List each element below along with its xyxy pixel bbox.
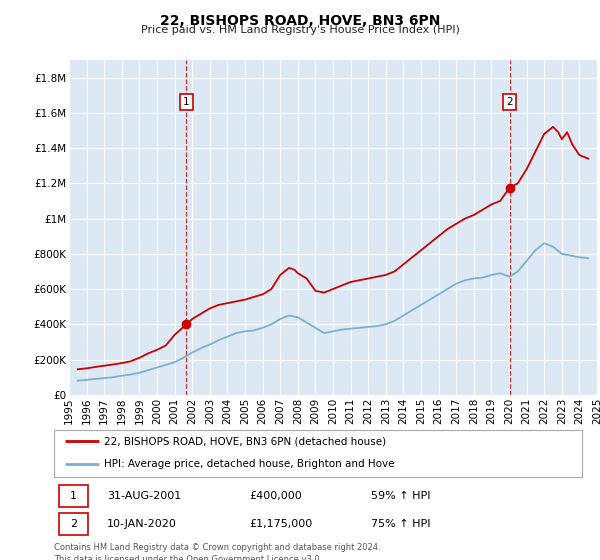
Text: 75% ↑ HPI: 75% ↑ HPI	[371, 519, 430, 529]
FancyBboxPatch shape	[59, 513, 88, 535]
Text: £1,175,000: £1,175,000	[250, 519, 313, 529]
Text: 22, BISHOPS ROAD, HOVE, BN3 6PN (detached house): 22, BISHOPS ROAD, HOVE, BN3 6PN (detache…	[104, 437, 386, 447]
Text: 1: 1	[183, 97, 190, 107]
Text: Contains HM Land Registry data © Crown copyright and database right 2024.
This d: Contains HM Land Registry data © Crown c…	[54, 543, 380, 560]
Text: Price paid vs. HM Land Registry's House Price Index (HPI): Price paid vs. HM Land Registry's House …	[140, 25, 460, 35]
Text: 2: 2	[70, 519, 77, 529]
Text: 59% ↑ HPI: 59% ↑ HPI	[371, 491, 430, 501]
Text: HPI: Average price, detached house, Brighton and Hove: HPI: Average price, detached house, Brig…	[104, 459, 395, 469]
Text: 31-AUG-2001: 31-AUG-2001	[107, 491, 181, 501]
FancyBboxPatch shape	[59, 485, 88, 507]
Text: 1: 1	[70, 491, 77, 501]
Text: 2: 2	[506, 97, 513, 107]
Text: 10-JAN-2020: 10-JAN-2020	[107, 519, 176, 529]
Text: £400,000: £400,000	[250, 491, 302, 501]
Text: 22, BISHOPS ROAD, HOVE, BN3 6PN: 22, BISHOPS ROAD, HOVE, BN3 6PN	[160, 14, 440, 28]
